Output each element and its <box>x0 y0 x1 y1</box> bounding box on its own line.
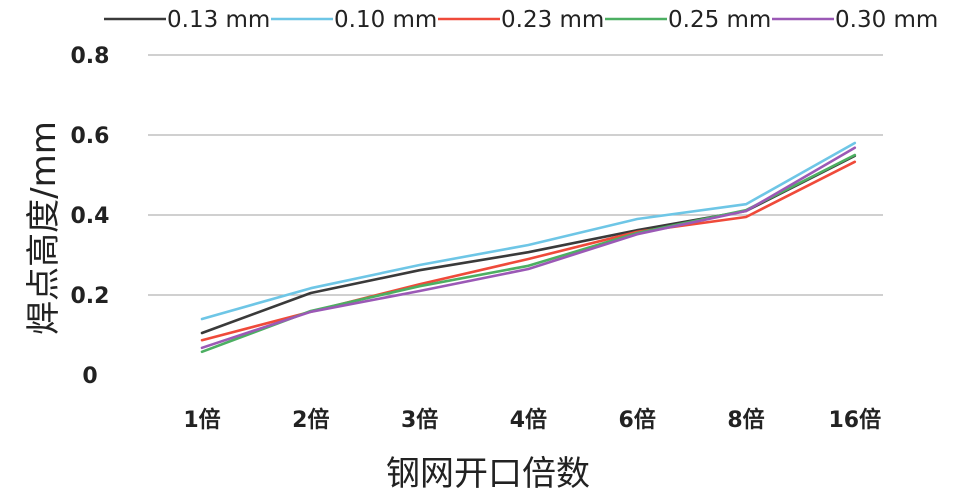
data-point <box>418 269 421 272</box>
x-tick-label: 3倍 <box>401 407 438 433</box>
data-point <box>309 287 312 290</box>
y-tick-label: 0.2 <box>71 284 110 309</box>
x-axis-title: 钢网开口倍数 <box>386 454 590 492</box>
data-point <box>853 160 856 163</box>
x-tick-label: 4倍 <box>510 407 547 433</box>
data-point <box>745 210 747 212</box>
data-point <box>418 264 421 266</box>
legend-label: 0.10 mm <box>334 7 437 33</box>
legend-label: 0.13 mm <box>167 7 270 33</box>
data-point <box>309 292 312 294</box>
data-point <box>201 339 203 342</box>
data-point <box>527 244 530 246</box>
legend: 0.13 mm 0.10 mm 0.23 mm 0.25 mm 0.30 mm <box>104 7 938 33</box>
y-axis-ticks: 0 0.2 0.4 0.6 0.8 <box>71 44 110 389</box>
data-point <box>745 216 747 218</box>
y-axis-title: 焊点高度/mm <box>24 121 64 335</box>
data-point <box>309 310 312 313</box>
y-tick-label: 0.8 <box>71 44 110 69</box>
x-tick-label: 8倍 <box>727 407 764 433</box>
series-lines <box>200 141 857 354</box>
y-tick-label: 0.6 <box>71 124 110 149</box>
data-point <box>853 154 856 156</box>
y-tick-label: 0.4 <box>71 204 110 229</box>
x-axis-ticks: 1倍 2倍 3倍 4倍 6倍 8倍 16倍 <box>183 407 881 433</box>
legend-label: 0.25 mm <box>668 7 771 33</box>
x-tick-label: 16倍 <box>828 407 881 433</box>
data-point <box>418 283 421 286</box>
legend-label: 0.30 mm <box>835 7 938 33</box>
data-point <box>201 346 203 349</box>
data-point <box>745 203 747 206</box>
data-point <box>853 142 856 144</box>
data-point <box>527 264 530 267</box>
data-point <box>527 251 530 254</box>
data-point <box>527 268 530 270</box>
y-tick-label: 0 <box>82 364 97 389</box>
x-tick-label: 6倍 <box>619 407 656 433</box>
series-line-0-30-mm <box>200 146 857 350</box>
gridlines <box>148 54 883 296</box>
data-point <box>636 233 639 236</box>
data-point <box>418 285 421 288</box>
data-point <box>201 350 203 353</box>
series-line-0-10-mm <box>200 141 857 321</box>
data-point <box>636 218 639 220</box>
data-point <box>853 146 856 149</box>
data-point <box>527 258 530 260</box>
data-point <box>201 318 203 320</box>
x-tick-label: 1倍 <box>183 407 220 433</box>
data-point <box>418 290 421 292</box>
x-tick-label: 2倍 <box>292 407 329 433</box>
legend-label: 0.23 mm <box>501 7 604 33</box>
data-point <box>201 332 203 334</box>
